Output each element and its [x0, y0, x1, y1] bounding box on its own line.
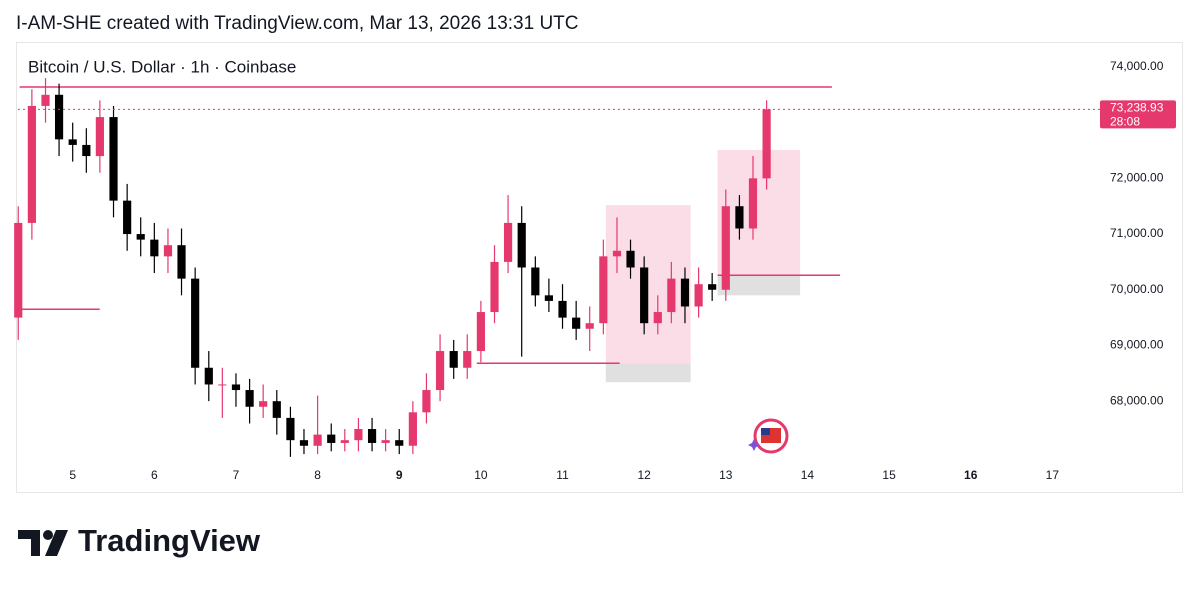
- x-tick-label: 7: [233, 468, 240, 482]
- candle-body: [531, 267, 540, 296]
- candle-body: [721, 206, 730, 290]
- candle-body: [680, 278, 690, 307]
- x-tick-label: 10: [474, 468, 488, 482]
- y-tick-label: 68,000.00: [1110, 393, 1164, 407]
- candle-body: [517, 222, 526, 268]
- candle-body: [435, 351, 445, 391]
- x-tick-label: 12: [637, 468, 651, 482]
- candle-body: [14, 222, 23, 318]
- y-tick-label: 71,000.00: [1110, 226, 1164, 240]
- candle-body: [476, 312, 485, 352]
- candle-body: [408, 412, 417, 446]
- candle-body: [381, 440, 390, 443]
- logo-text: TradingView: [78, 523, 261, 558]
- candle-body: [490, 261, 499, 313]
- countdown: 28:08: [1110, 115, 1140, 129]
- candle-body: [150, 239, 159, 257]
- candle-body: [191, 278, 200, 368]
- candle-body: [395, 440, 404, 446]
- last-price-label: 73,238.93: [1110, 101, 1164, 115]
- x-tick-label: 16: [964, 468, 978, 482]
- candle-body: [82, 144, 91, 157]
- candle-body: [27, 105, 36, 223]
- candle-body: [68, 139, 77, 145]
- candle-body: [136, 234, 145, 240]
- candle-body: [694, 284, 703, 307]
- candle-body: [585, 323, 594, 329]
- x-tick-label: 11: [556, 468, 569, 482]
- candle-body: [41, 94, 50, 106]
- y-tick-label: 69,000.00: [1110, 338, 1164, 352]
- candle-body: [354, 429, 363, 441]
- candle-body: [231, 384, 241, 391]
- candle-body: [449, 351, 458, 368]
- chart-title: Bitcoin / U.S. Dollar · 1h · Coinbase: [28, 57, 296, 76]
- candle-body: [95, 117, 104, 157]
- candle-body: [748, 178, 758, 229]
- candle-body: [367, 429, 377, 443]
- flag-icon: [748, 418, 789, 454]
- candle-body: [54, 94, 64, 140]
- candle-body: [653, 312, 662, 324]
- candle-body: [259, 401, 268, 407]
- zone-box: [717, 149, 801, 276]
- logo-icon: [18, 530, 40, 556]
- x-tick-label: 5: [69, 468, 76, 482]
- candle-body: [422, 390, 431, 413]
- candle-body: [299, 440, 309, 446]
- candle-body: [762, 109, 771, 179]
- candle-body: [463, 351, 472, 368]
- candle-body: [640, 267, 649, 324]
- candle-body: [163, 245, 173, 257]
- sparkle-icon: [748, 439, 760, 451]
- candle-body: [503, 222, 513, 262]
- x-tick-label: 6: [151, 468, 158, 482]
- x-tick-label: 9: [396, 468, 403, 482]
- candle-body: [204, 367, 213, 385]
- candle-body: [177, 245, 186, 279]
- candle-body: [626, 250, 635, 268]
- x-tick-label: 14: [801, 468, 815, 482]
- candle-body: [735, 206, 744, 229]
- candle-body: [327, 434, 336, 443]
- candle-body: [123, 200, 132, 235]
- candle-body: [245, 390, 254, 407]
- flag-icon: [761, 428, 770, 435]
- x-tick-label: 15: [882, 468, 896, 482]
- candle-body: [340, 440, 349, 443]
- candle-body: [599, 256, 608, 324]
- y-tick-label: 72,000.00: [1110, 171, 1164, 185]
- candle-body: [572, 317, 581, 329]
- logo-icon: [43, 530, 53, 540]
- candle-body: [667, 278, 676, 313]
- candle-body: [272, 401, 281, 418]
- candle-body: [109, 117, 118, 201]
- candle-body: [544, 295, 553, 301]
- last-price-box: [1100, 100, 1176, 129]
- x-tick-label: 17: [1046, 468, 1060, 482]
- candle-body: [558, 300, 567, 318]
- x-tick-label: 13: [719, 468, 733, 482]
- logo-icon: [45, 530, 68, 556]
- candle-body: [612, 250, 622, 257]
- candle-body: [313, 434, 322, 446]
- candle-body: [218, 384, 227, 386]
- header: I-AM-SHE created with TradingView.com, M…: [16, 13, 579, 34]
- zone-box: [605, 363, 691, 383]
- y-tick-label: 74,000.00: [1110, 59, 1164, 73]
- candle-body: [708, 284, 717, 290]
- x-tick-label: 8: [314, 468, 321, 482]
- candle-body: [286, 417, 295, 441]
- zone-box: [717, 275, 801, 296]
- y-tick-label: 70,000.00: [1110, 282, 1164, 296]
- logo: TradingView: [18, 523, 261, 558]
